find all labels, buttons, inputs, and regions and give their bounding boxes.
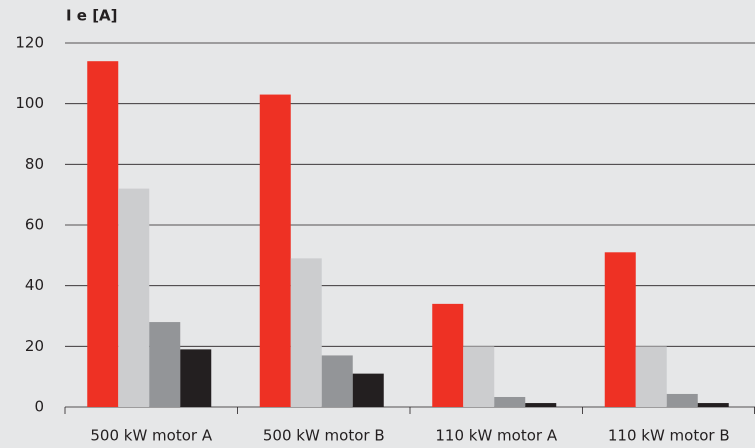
bar: [180, 349, 212, 407]
bar: [463, 346, 495, 407]
y-tick-label: 20: [25, 337, 44, 355]
x-tick-label: 500 kW motor B: [263, 427, 385, 445]
bar: [697, 403, 729, 407]
bar: [321, 355, 353, 407]
y-tick-label: 60: [25, 216, 44, 234]
y-tick-label: 100: [15, 94, 44, 112]
bar: [604, 252, 636, 407]
bar: [494, 396, 526, 407]
y-tick-label: 0: [34, 398, 44, 416]
bar: [525, 403, 557, 407]
bar: [352, 373, 384, 407]
y-tick-label: 40: [25, 276, 44, 294]
bar: [666, 393, 698, 407]
x-tick-label: 110 kW motor B: [608, 427, 730, 445]
y-tick-label: 80: [25, 155, 44, 173]
bar: [87, 61, 119, 407]
x-tick-label: 500 kW motor A: [90, 427, 212, 445]
x-tick-label: 110 kW motor A: [435, 427, 557, 445]
bar: [259, 94, 291, 408]
bar: [118, 188, 150, 407]
bar: [432, 303, 464, 407]
y-tick-label: 120: [15, 34, 44, 52]
bar: [290, 258, 322, 407]
bar: [635, 346, 667, 407]
chart-title: I e [A]: [66, 7, 118, 25]
bar: [149, 322, 181, 407]
